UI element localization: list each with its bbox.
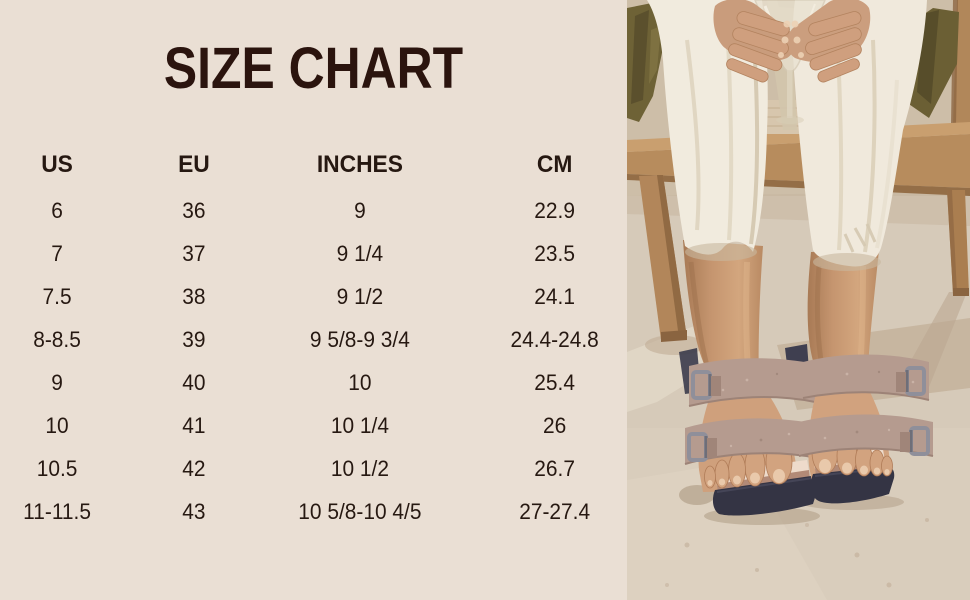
cell-eu: 39 xyxy=(182,326,206,352)
cell-us: 6 xyxy=(51,197,63,223)
cell-cm: 23.5 xyxy=(534,240,575,266)
column-header-us: US xyxy=(41,151,73,178)
cell-us: 7 xyxy=(51,240,63,266)
right-sandal-graphic xyxy=(798,354,934,504)
cell-eu: 38 xyxy=(182,283,206,309)
cell-cm: 27-27.4 xyxy=(518,498,590,524)
cell-eu: 36 xyxy=(182,197,206,223)
buckle-icon xyxy=(687,432,717,462)
cell-cm: 22.9 xyxy=(534,197,575,223)
cell-us: 9 xyxy=(51,369,63,395)
hands-graphic xyxy=(713,0,871,83)
cell-inches: 10 1/2 xyxy=(330,455,389,481)
buckle-icon xyxy=(900,426,930,456)
cell-inches: 9 xyxy=(354,197,366,223)
cell-eu: 43 xyxy=(182,498,206,524)
cell-inches: 10 xyxy=(348,369,372,395)
cell-cm: 26.7 xyxy=(534,455,575,481)
cell-eu: 40 xyxy=(182,369,206,395)
cell-us: 11-11.5 xyxy=(23,498,91,524)
left-sandal-graphic xyxy=(684,358,819,516)
cell-us: 7.5 xyxy=(42,283,72,309)
cell-us: 10 xyxy=(45,412,69,438)
cell-cm: 24.1 xyxy=(534,283,575,309)
column-header-eu: EU xyxy=(178,151,210,178)
cell-inches: 9 1/2 xyxy=(336,283,384,309)
cell-eu: 42 xyxy=(182,455,206,481)
size-chart-panel: SIZE CHART US EU INCHES CM 6 36 9 22.9 7… xyxy=(0,0,627,600)
cell-cm: 26 xyxy=(542,412,567,438)
cell-eu: 41 xyxy=(182,412,206,438)
sandals-photo-graphic xyxy=(627,0,970,600)
cell-cm: 25.4 xyxy=(534,369,575,395)
product-photo xyxy=(627,0,970,600)
column-header-inches: INCHES xyxy=(316,151,403,178)
cell-inches: 10 5/8-10 4/5 xyxy=(298,498,422,524)
cell-us: 10.5 xyxy=(36,455,78,481)
cell-cm: 24.4-24.8 xyxy=(510,326,599,352)
buckle-icon xyxy=(691,370,721,400)
column-header-cm: CM xyxy=(536,151,573,178)
cell-inches: 10 1/4 xyxy=(330,412,389,438)
cell-eu: 37 xyxy=(182,240,206,266)
cell-inches: 9 5/8-9 3/4 xyxy=(309,326,410,352)
page-title: SIZE CHART xyxy=(163,36,464,101)
cell-inches: 9 1/4 xyxy=(336,240,384,266)
cell-us: 8-8.5 xyxy=(33,326,81,352)
size-table: US EU INCHES CM 6 36 9 22.9 7 37 9 1/4 2… xyxy=(0,141,627,533)
buckle-icon xyxy=(896,366,926,396)
